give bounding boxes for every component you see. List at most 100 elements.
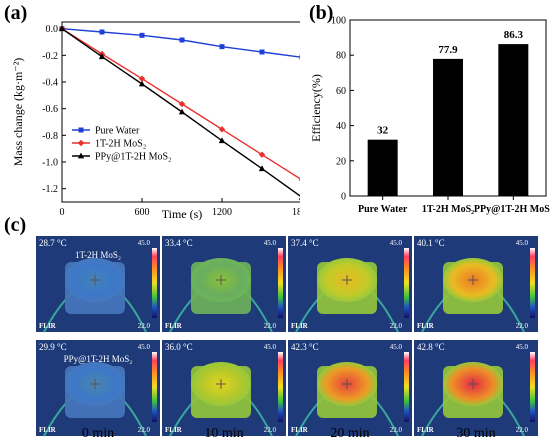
data-point [298,178,300,182]
flir-logo: FLIR [165,426,183,434]
scale-min-label: 22.0 [516,322,529,330]
temperature-scale-bar [530,248,535,318]
data-point [99,29,105,35]
temperature-readout: 28.7 °C [39,238,67,248]
scale-min-label: 22.0 [390,426,403,434]
legend-marker [77,152,85,159]
temperature-readout: 37.4 °C [291,238,319,248]
efficiency-bar-chart: 0 20 40 60 80 100 32 Pure Water 77.9 1T-2H MoS₂ 8… [309,16,550,216]
legend-label: 1T-2H MoS₂ [95,139,146,150]
y-tick-label: -1.0 [42,158,58,169]
panel-label-b: (b) [309,2,334,24]
flir-logo: FLIR [291,426,309,434]
scale-max-label: 45.0 [516,239,529,247]
flir-logo: FLIR [39,426,57,434]
thermal-image: 45.0 22.0 42.3 °C FLIR [288,340,412,437]
thermal-image: 45.0 22.0 36.0 °C FLIR [162,340,286,437]
y-tick-label: -0.6 [42,104,58,115]
bar [433,58,463,197]
y-tick-label: 80 [336,51,346,62]
y-tick-label: -0.2 [42,51,58,62]
data-point [218,137,226,144]
data-point [138,80,146,87]
temperature-scale-bar [404,352,409,422]
data-point [178,108,186,115]
temperature-scale-bar [152,248,157,318]
bar-value-label: 32 [377,125,389,137]
x-tick-label: 1200 [212,207,232,218]
series-2 [58,25,300,200]
time-label: 10 min [204,426,244,441]
legend-label: PPy@1T-2H MoS₂ [95,152,172,163]
data-point [258,151,266,158]
scale-max-label: 45.0 [138,343,151,351]
plot-frame [61,21,300,203]
temperature-scale-bar [278,352,283,422]
data-point [58,25,66,32]
data-point [258,165,266,172]
y-tick-label: -1.2 [42,184,58,195]
scale-max-label: 45.0 [390,343,403,351]
temperature-readout: 33.4 °C [165,238,193,248]
flir-logo: FLIR [39,322,57,330]
scale-max-label: 45.0 [138,239,151,247]
thermal-image: 45.0 22.0 29.9 °C FLIR PPy@1T-2H MoS₂ [36,340,160,437]
category-label: PPy@1T-2H MoS₂ [474,204,550,215]
data-point [299,54,300,60]
flir-logo: FLIR [417,322,435,330]
temperature-scale-bar [530,352,535,422]
data-point [139,32,145,38]
x-axis-label: Time (s) [162,207,203,221]
scale-max-label: 45.0 [516,343,529,351]
y-tick-label: 0.0 [46,24,59,35]
scale-min-label: 22.0 [516,426,529,434]
data-point [219,44,225,50]
y-tick-label: -0.4 [42,78,58,89]
x-tick-label: 0 [60,207,65,218]
temperature-readout: 42.8 °C [417,342,445,352]
flir-logo: FLIR [165,322,183,330]
scale-max-label: 45.0 [264,343,277,351]
category-label: 1T-2H MoS₂ [422,204,474,215]
category-label: Pure Water [358,204,408,215]
data-point [179,37,185,43]
temperature-readout: 40.1 °C [417,238,445,248]
data-point [178,100,186,108]
y-tick-label: 60 [336,86,346,97]
scale-min-label: 22.0 [264,426,277,434]
scale-min-label: 22.0 [138,426,151,434]
temperature-scale-bar [152,352,157,422]
data-point [138,75,146,82]
x-tick-label: 600 [135,207,150,218]
temperature-readout: 42.3 °C [291,342,319,352]
thermal-image: 45.0 22.0 42.8 °C FLIR [414,340,538,437]
data-point [98,53,106,60]
scale-max-label: 45.0 [390,239,403,247]
data-point [259,49,265,55]
thermal-image: 45.0 22.0 33.4 °C FLIR [162,236,286,333]
scale-min-label: 22.0 [264,322,277,330]
data-point [298,197,300,200]
y-tick-label: 20 [336,156,346,167]
panel-label-a: (a) [4,2,28,24]
bar [498,44,529,196]
temperature-scale-bar [278,248,283,318]
y-tick-label: 0 [341,192,346,203]
bar-value-label: 86.3 [504,29,524,41]
thermal-image: 45.0 22.0 40.1 °C FLIR [414,236,538,333]
temperature-readout: 29.9 °C [39,342,67,352]
flir-logo: FLIR [417,426,435,434]
x-tick-label: 1800 [292,207,300,218]
sample-label: 1T-2H MoS₂ [75,250,121,260]
y-axis-label: Mass change (kg·m⁻²) [11,58,25,167]
bar-value-label: 77.9 [438,44,458,56]
mass-change-line-chart: 0600120018000.0-0.2-0.4-0.6-0.8-1.0-1.2 … [11,21,300,221]
y-tick-label: -0.8 [42,131,58,142]
scale-min-label: 22.0 [390,322,403,330]
time-label: 30 min [456,426,496,441]
y-axis-label: Efficiency(%) [309,74,323,142]
scale-max-label: 45.0 [264,239,277,247]
bar [367,139,398,196]
thermal-image: 45.0 22.0 37.4 °C FLIR [288,236,412,333]
thermal-image-grid: 45.0 22.0 28.7 °C FLIR 1T-2H MoS₂ 45.0 22.0 33.… [36,236,538,437]
